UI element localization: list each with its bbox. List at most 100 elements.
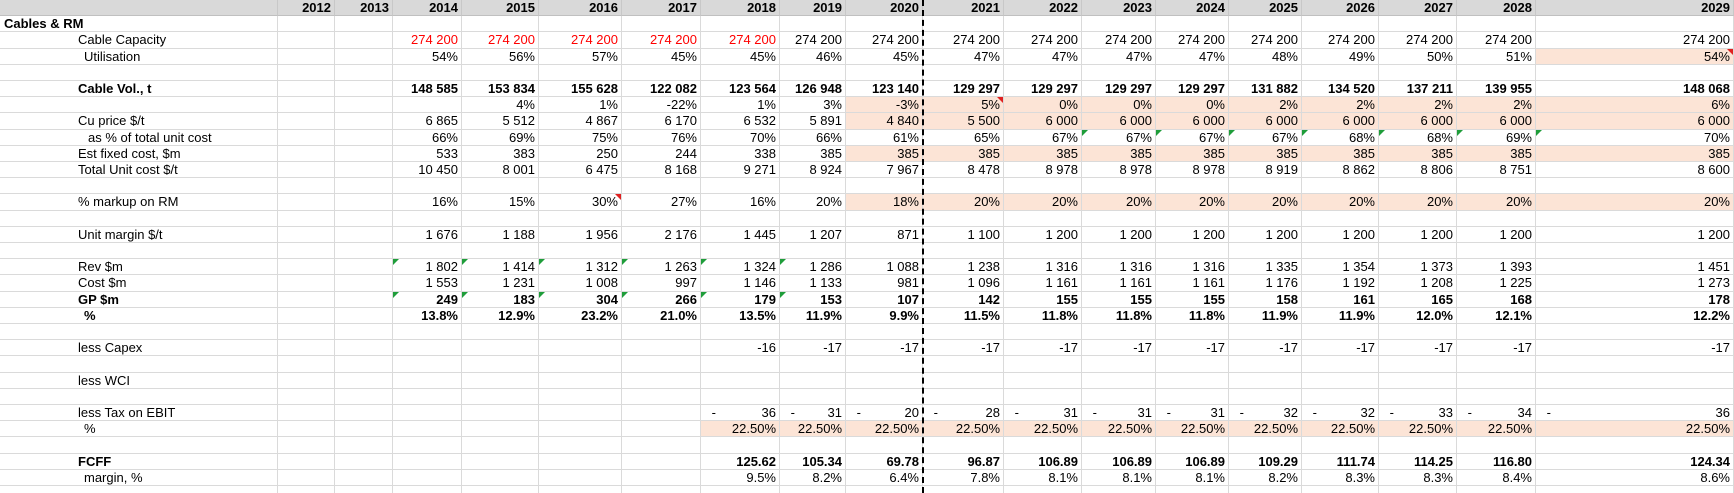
value-cell[interactable]: -17 (780, 340, 846, 357)
value-cell[interactable] (1379, 356, 1457, 373)
value-cell[interactable] (780, 388, 846, 405)
value-cell[interactable] (622, 421, 701, 438)
value-cell[interactable]: 16% (393, 194, 462, 211)
value-cell[interactable]: 1 161 (1004, 275, 1082, 292)
value-cell[interactable] (335, 97, 393, 114)
value-cell[interactable]: 22.50% (1457, 421, 1536, 438)
value-cell[interactable]: 1 445 (701, 226, 780, 243)
value-cell[interactable] (846, 486, 923, 493)
value-cell[interactable]: 8 600 (1536, 162, 1734, 179)
value-cell[interactable] (780, 210, 846, 227)
value-cell[interactable]: 385 (1004, 145, 1082, 162)
value-cell[interactable]: 0% (1004, 97, 1082, 114)
value-cell[interactable]: 67% (1004, 129, 1082, 146)
value-cell[interactable]: 1 316 (1082, 259, 1156, 276)
value-cell[interactable]: 158 (1229, 291, 1302, 308)
value-cell[interactable]: 1 316 (1156, 259, 1229, 276)
row-label[interactable]: Cu price $/t (0, 113, 278, 130)
value-cell[interactable]: 20% (780, 194, 846, 211)
value-cell[interactable]: 31- (1156, 405, 1229, 422)
value-cell[interactable] (539, 243, 622, 260)
value-cell[interactable]: 153 (780, 291, 846, 308)
value-cell[interactable]: 5 891 (780, 113, 846, 130)
value-cell[interactable] (1004, 437, 1082, 454)
row-label[interactable] (0, 486, 278, 493)
value-cell[interactable] (393, 437, 462, 454)
value-cell[interactable] (1004, 178, 1082, 195)
value-cell[interactable]: 22.50% (923, 421, 1004, 438)
value-cell[interactable] (1536, 324, 1734, 341)
value-cell[interactable] (278, 81, 335, 98)
value-cell[interactable] (335, 32, 393, 49)
value-cell[interactable]: -17 (1156, 340, 1229, 357)
value-cell[interactable] (1229, 210, 1302, 227)
value-cell[interactable]: 11.9% (780, 307, 846, 324)
value-cell[interactable]: 49% (1302, 48, 1379, 65)
value-cell[interactable]: 244 (622, 145, 701, 162)
value-cell[interactable] (1004, 356, 1082, 373)
value-cell[interactable]: 8.3% (1302, 469, 1379, 486)
value-cell[interactable] (1156, 64, 1229, 81)
value-cell[interactable]: 15% (462, 194, 539, 211)
value-cell[interactable] (462, 178, 539, 195)
value-cell[interactable] (622, 405, 701, 422)
value-cell[interactable]: 385 (1156, 145, 1229, 162)
value-cell[interactable]: 2 176 (622, 226, 701, 243)
value-cell[interactable]: 8.4% (1457, 469, 1536, 486)
value-cell[interactable]: 383 (462, 145, 539, 162)
value-cell[interactable] (335, 145, 393, 162)
value-cell[interactable] (1302, 243, 1379, 260)
value-cell[interactable] (701, 243, 780, 260)
value-cell[interactable]: 66% (780, 129, 846, 146)
value-cell[interactable] (539, 16, 622, 33)
value-cell[interactable] (1536, 388, 1734, 405)
value-cell[interactable] (780, 437, 846, 454)
value-cell[interactable]: 20- (846, 405, 923, 422)
value-cell[interactable]: 21.0% (622, 307, 701, 324)
value-cell[interactable]: 22.50% (780, 421, 846, 438)
row-label[interactable] (0, 388, 278, 405)
year-header-2020[interactable]: 2020 (846, 0, 923, 17)
value-cell[interactable]: 1 414 (462, 259, 539, 276)
value-cell[interactable]: 56% (462, 48, 539, 65)
value-cell[interactable] (923, 64, 1004, 81)
year-header-2024[interactable]: 2024 (1156, 0, 1229, 17)
value-cell[interactable] (278, 469, 335, 486)
value-cell[interactable]: 4 840 (846, 113, 923, 130)
value-cell[interactable]: 8 478 (923, 162, 1004, 179)
value-cell[interactable]: 6% (1536, 97, 1734, 114)
value-cell[interactable] (1457, 388, 1536, 405)
value-cell[interactable]: 1 676 (393, 226, 462, 243)
row-label[interactable] (0, 356, 278, 373)
value-cell[interactable]: 274 200 (1302, 32, 1379, 49)
value-cell[interactable]: 1 200 (1082, 226, 1156, 243)
value-cell[interactable] (1457, 243, 1536, 260)
value-cell[interactable] (701, 437, 780, 454)
value-cell[interactable]: 1 324 (701, 259, 780, 276)
value-cell[interactable]: 22.50% (1536, 421, 1734, 438)
value-cell[interactable] (539, 356, 622, 373)
value-cell[interactable]: 125.62 (701, 453, 780, 470)
value-cell[interactable] (393, 469, 462, 486)
value-cell[interactable]: 76% (622, 129, 701, 146)
value-cell[interactable] (622, 388, 701, 405)
value-cell[interactable]: 1 208 (1379, 275, 1457, 292)
value-cell[interactable] (1004, 16, 1082, 33)
value-cell[interactable] (1457, 324, 1536, 341)
value-cell[interactable] (701, 178, 780, 195)
value-cell[interactable]: 385 (846, 145, 923, 162)
value-cell[interactable]: 274 200 (1082, 32, 1156, 49)
year-header-2027[interactable]: 2027 (1379, 0, 1457, 17)
value-cell[interactable] (1302, 437, 1379, 454)
value-cell[interactable]: 385 (1302, 145, 1379, 162)
value-cell[interactable]: 31- (780, 405, 846, 422)
value-cell[interactable]: 1 238 (923, 259, 1004, 276)
row-label[interactable] (0, 97, 278, 114)
value-cell[interactable] (1302, 388, 1379, 405)
value-cell[interactable]: 274 200 (701, 32, 780, 49)
value-cell[interactable] (335, 162, 393, 179)
value-cell[interactable] (335, 372, 393, 389)
value-cell[interactable] (278, 16, 335, 33)
value-cell[interactable]: 50% (1379, 48, 1457, 65)
value-cell[interactable]: 126 948 (780, 81, 846, 98)
